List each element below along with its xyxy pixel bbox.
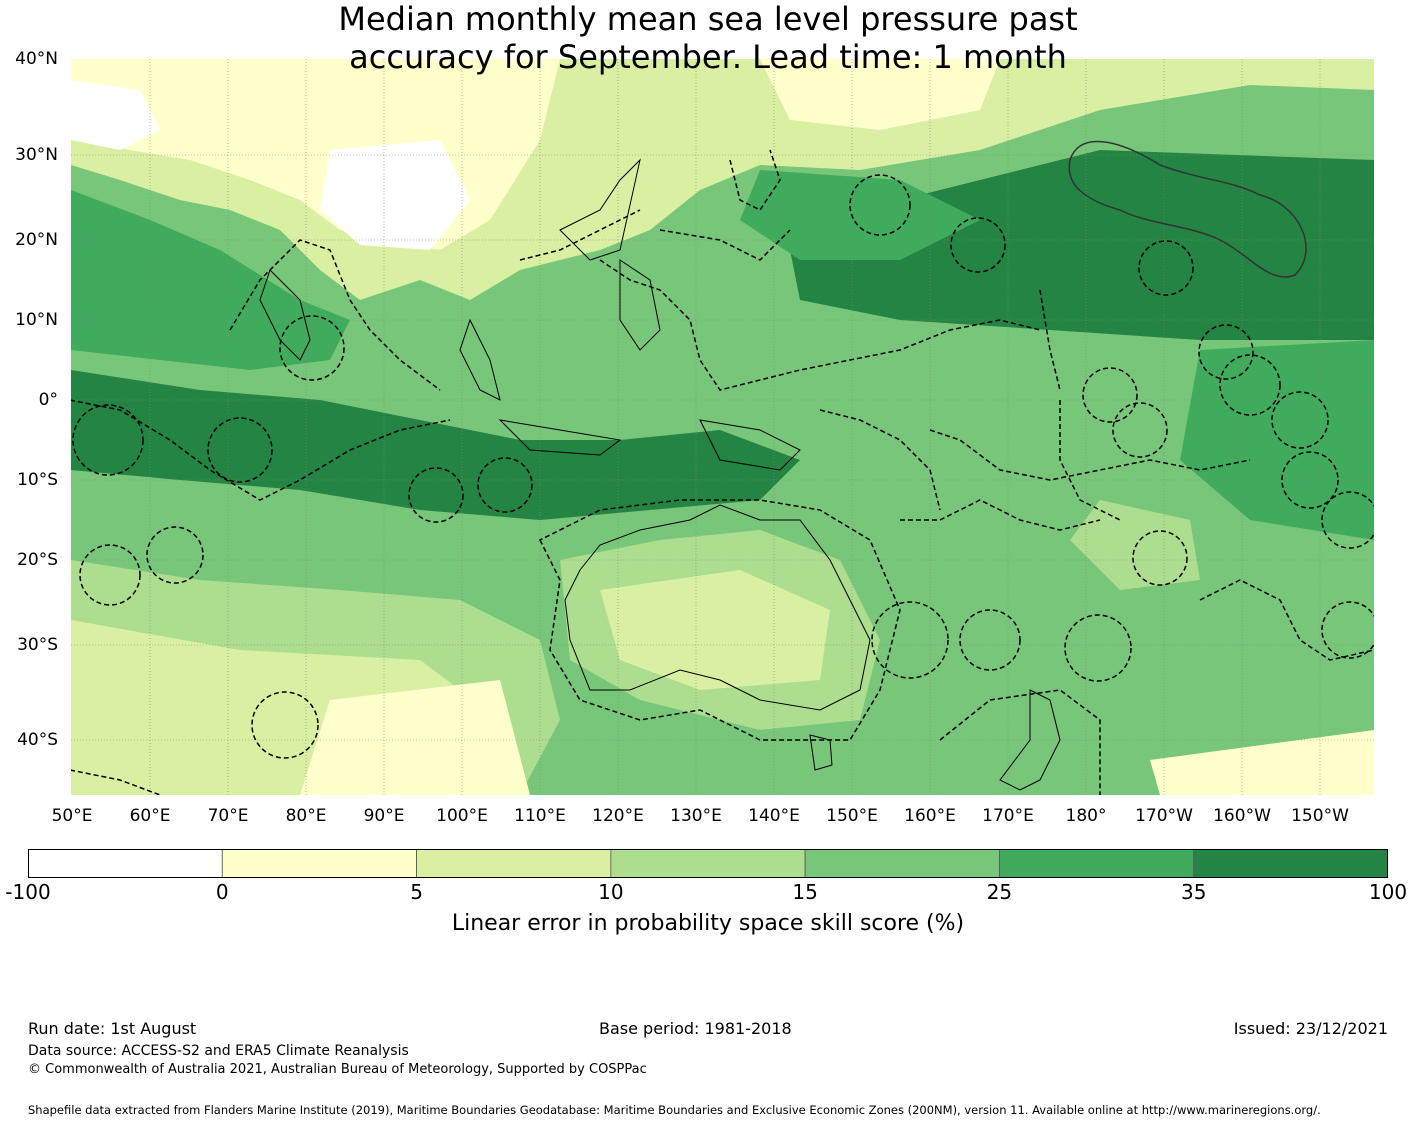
title-line-1: Median monthly mean sea level pressure p… (338, 0, 1078, 38)
colorbar-tick-4: 15 (792, 880, 818, 904)
colorbar-tick-6: 35 (1180, 880, 1207, 904)
colorbar-segment-2 (416, 849, 612, 878)
base-period: Base period: 1981-2018 (599, 1019, 792, 1038)
colorbar-tick-7: 100 (1368, 880, 1408, 904)
asia-east-zone (560, 59, 760, 190)
colorbar-segment-0 (28, 849, 223, 878)
lat-label-10s: 10°S (17, 470, 58, 490)
lat-label-10n: 10°N (15, 310, 58, 330)
eez-boundaries (71, 149, 1374, 795)
run-date: Run date: 1st August (28, 1019, 197, 1038)
lon-label-60e: 60°E (129, 806, 171, 826)
west-pacific-zone (740, 170, 980, 260)
lon-label-100e: 100°E (436, 806, 488, 826)
lon-label-90e: 90°E (363, 806, 405, 826)
lon-label-140e: 140°E (748, 806, 800, 826)
lon-label-70e: 70°E (207, 806, 249, 826)
lat-label-20s: 20°S (17, 550, 58, 570)
lon-label-170e: 170°E (982, 806, 1034, 826)
white-patch-asia (320, 140, 470, 250)
colorbar-tick-3: 10 (598, 880, 624, 904)
lat-label-40n: 40°N (15, 49, 58, 69)
title-line-2: accuracy for September. Lead time: 1 mon… (349, 38, 1067, 76)
south-east-light (1150, 730, 1374, 795)
hawaii-eez-outline (1068, 140, 1307, 278)
lon-label-150w: 150°W (1291, 806, 1349, 826)
graticule (71, 59, 1374, 795)
lon-label-120e: 120°E (592, 806, 644, 826)
south-pacific-zone (1180, 340, 1374, 540)
colorbar-segment-5 (999, 849, 1195, 878)
south-indian-land-zone (300, 680, 530, 795)
lat-label-0: 0° (38, 390, 58, 410)
pacific-north-zone (760, 59, 1000, 130)
colorbar (28, 849, 1388, 878)
colorbar-label: Linear error in probability space skill … (451, 911, 965, 936)
lat-label-20n: 20°N (15, 230, 58, 250)
fiji-zone (1070, 500, 1200, 590)
copyright: © Commonwealth of Australia 2021, Austra… (28, 1062, 647, 1077)
colorbar-frame (28, 849, 1388, 878)
colorbar-tick-2: 5 (410, 880, 423, 904)
colorbar-tick-0: -100 (5, 880, 51, 904)
lon-label-160w: 160°W (1213, 806, 1271, 826)
skill-map (71, 59, 1374, 795)
colorbar-tick-5: 25 (986, 880, 1013, 904)
australia-inner-zone (600, 570, 830, 690)
lon-label-150e: 150°E (826, 806, 878, 826)
lon-label-80e: 80°E (285, 806, 327, 826)
colorbar-segment-1 (221, 849, 417, 878)
colorbar-segment-6 (1193, 849, 1388, 878)
lon-label-130e: 130°E (670, 806, 722, 826)
lat-label-30s: 30°S (17, 635, 58, 655)
data-source: Data source: ACCESS-S2 and ERA5 Climate … (28, 1043, 409, 1059)
lon-label-170w: 170°W (1135, 806, 1193, 826)
colorbar-tick-1: 0 (215, 880, 229, 904)
north-pacific-dark-band (790, 150, 1374, 340)
lon-label-160e: 160°E (904, 806, 956, 826)
indian-north-zone (71, 190, 350, 370)
lat-label-30n: 30°N (15, 145, 58, 165)
issued-date: Issued: 23/12/2021 (1233, 1019, 1388, 1038)
lon-label-180: 180° (1065, 806, 1107, 826)
coastlines (259, 158, 1061, 791)
shapefile-credit: Shapefile data extracted from Flanders M… (28, 1103, 1321, 1117)
white-patch-west (71, 80, 160, 150)
colorbar-segment-3 (610, 849, 806, 878)
lon-label-110e: 110°E (514, 806, 566, 826)
lat-label-40s: 40°S (17, 730, 58, 750)
map-title: Median monthly mean sea level pressure p… (150, 0, 1266, 76)
colorbar-segment-4 (804, 849, 1000, 878)
lon-label-50e: 50°E (51, 806, 93, 826)
